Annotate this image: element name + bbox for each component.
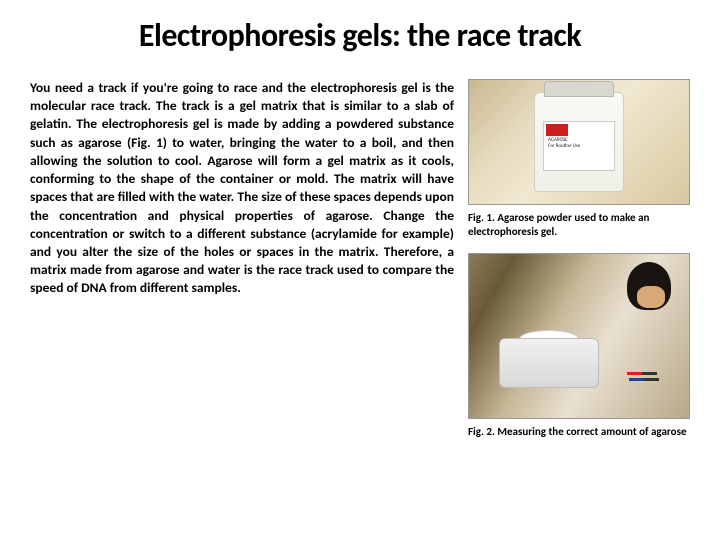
content-row: You need a track if you're going to race… (30, 79, 690, 446)
bottle-label-text: AGAROSE For Routine Use (548, 138, 580, 149)
figure-1-caption: Fig. 1. Agarose powder used to make an e… (468, 211, 690, 239)
bottle-cap-icon (544, 81, 614, 97)
slide-title: Electrophoresis gels: the race track (30, 16, 690, 55)
figure-1-image: AGAROSE For Routine Use (468, 79, 690, 205)
person-icon (609, 262, 679, 352)
bottle-label-icon: AGAROSE For Routine Use (543, 121, 615, 171)
body-paragraph: You need a track if you're going to race… (30, 79, 454, 298)
scale-icon (499, 338, 599, 388)
pens-icon (627, 372, 661, 378)
bottle-brand-badge (546, 124, 568, 136)
agarose-bottle-icon: AGAROSE For Routine Use (534, 92, 624, 192)
figure-2-caption: Fig. 2. Measuring the correct amount of … (468, 425, 690, 439)
figure-2-image (468, 253, 690, 419)
text-column: You need a track if you're going to race… (30, 79, 454, 446)
figure-column: AGAROSE For Routine Use Fig. 1. Agarose … (468, 79, 690, 446)
slide: Electrophoresis gels: the race track You… (0, 0, 720, 540)
